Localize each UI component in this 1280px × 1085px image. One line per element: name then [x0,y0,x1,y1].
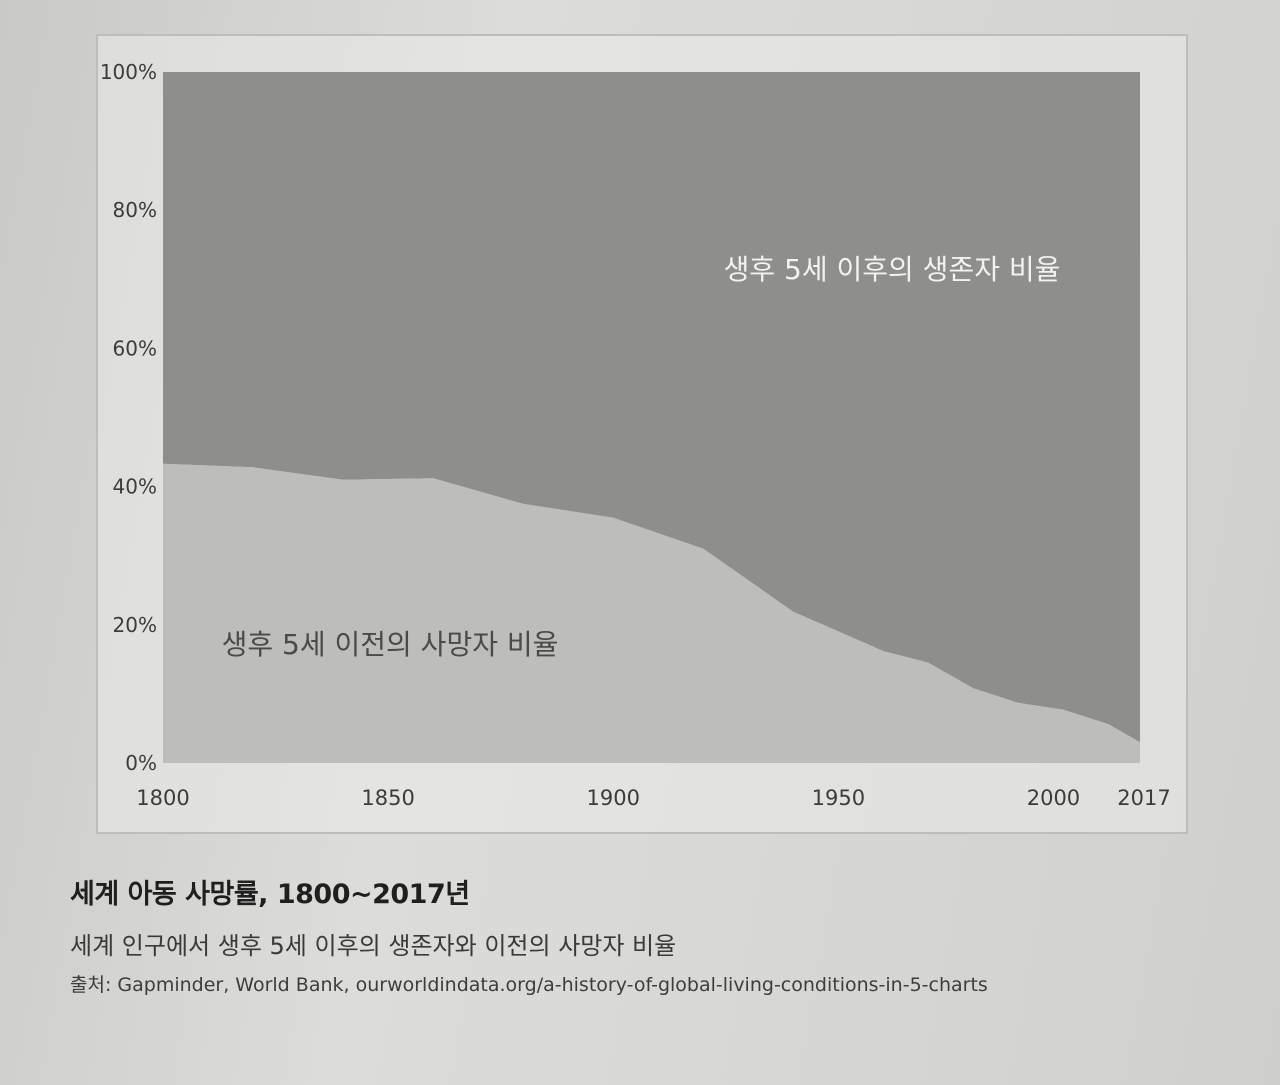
chart-areas [163,72,1140,763]
x-axis: 1800 1850 1900 1950 2000 2017 [136,786,1170,810]
x-tick-label: 1850 [361,786,414,810]
y-tick-label: 0% [125,751,157,775]
y-tick-label: 100% [100,60,157,84]
survived-area-label: 생후 5세 이후의 생존자 비율 [724,253,1061,286]
y-tick-label: 40% [113,475,157,499]
x-tick-label: 2017 [1117,786,1170,810]
survived-area [163,72,1140,743]
y-tick-label: 80% [113,198,157,222]
x-tick-label: 1800 [136,786,189,810]
died-area [163,463,1140,763]
y-tick-label: 20% [113,613,157,637]
chart-caption-subtitle: 세계 인구에서 생후 5세 이후의 생존자와 이전의 사망자 비율 [70,932,677,960]
chart-source: 출처: Gapminder, World Bank, ourworldindat… [70,974,988,996]
x-tick-label: 1900 [587,786,640,810]
chart-caption-title: 세계 아동 사망률, 1800~2017년 [70,879,470,910]
x-tick-label: 2000 [1027,786,1080,810]
y-tick-label: 60% [113,336,157,360]
y-axis: 0% 20% 40% 60% 80% 100% [100,60,157,775]
child-mortality-chart: 0% 20% 40% 60% 80% 100% 1800 1850 1900 1950 2000 2… [100,60,1171,810]
died-area-label: 생후 5세 이전의 사망자 비율 [222,628,559,661]
x-tick-label: 1950 [812,786,865,810]
